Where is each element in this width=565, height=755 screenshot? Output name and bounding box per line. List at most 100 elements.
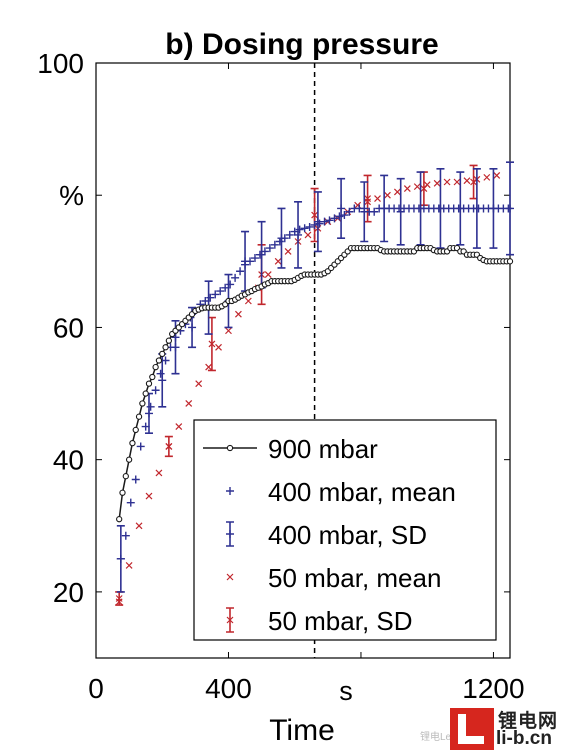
errorbar-400-mbar	[116, 524, 125, 593]
point-400-mbar-mean	[231, 273, 240, 282]
point-50-mbar-mean	[284, 247, 292, 255]
error-bar-center	[115, 595, 123, 602]
error-bar-center	[116, 554, 125, 563]
error-bar-center	[337, 204, 346, 213]
point-900-mbar	[162, 344, 169, 351]
point-400-mbar-mean	[121, 531, 130, 540]
point-50-mbar-mean	[493, 171, 501, 179]
errorbar-400-mbar	[456, 171, 465, 246]
errorbar-400-mbar	[360, 181, 369, 243]
point-50-mbar-mean	[125, 562, 133, 569]
point-50-mbar-mean	[393, 188, 401, 196]
point-50-mbar-mean	[155, 469, 163, 477]
watermark-line1: 锂电网	[498, 711, 559, 732]
legend-item: 400 mbar, SD	[226, 520, 427, 550]
point-400-mbar-mean	[295, 225, 304, 234]
point-400-mbar-mean	[131, 475, 140, 484]
point-900-mbar	[119, 489, 126, 496]
point-50-mbar-mean	[374, 195, 381, 202]
legend-x-icon	[226, 573, 234, 581]
errorbar-400-mbar	[436, 167, 445, 249]
point-50-mbar-mean	[274, 257, 282, 265]
point-50-mbar-mean	[205, 363, 213, 371]
error-bar-center	[188, 323, 197, 332]
error-bar-center	[364, 195, 372, 202]
point-50-mbar-mean	[403, 185, 411, 193]
errorbar-400-mbar	[257, 220, 266, 289]
legend-plus-icon	[226, 487, 234, 495]
errorbar-400-mbar	[277, 207, 286, 269]
x-tick-label: 0	[88, 673, 104, 704]
errorbar-400-mbar	[313, 191, 322, 253]
legend-label: 400 mbar, mean	[268, 477, 456, 507]
errorbar-400-mbar	[416, 171, 425, 246]
point-900-mbar	[116, 516, 123, 523]
legend-errorbar-center	[226, 530, 234, 538]
point-400-mbar-mean	[335, 212, 344, 221]
point-400-mbar-mean	[250, 254, 259, 263]
x-tick-label: 400	[205, 673, 252, 704]
point-400-mbar-mean	[211, 290, 220, 299]
error-bar-center	[277, 234, 286, 243]
point-50-mbar-mean	[304, 231, 312, 239]
point-900-mbar	[132, 426, 139, 434]
point-50-mbar-mean	[413, 183, 421, 191]
error-bar-center	[171, 343, 180, 352]
errorbar-50-mbar	[310, 187, 319, 243]
legend-item: 50 mbar, mean	[226, 563, 441, 593]
point-900-mbar	[506, 258, 514, 265]
error-bar-center	[506, 204, 514, 213]
point-50-mbar-mean	[195, 380, 203, 388]
legend-item: 50 mbar, SD	[226, 606, 413, 636]
axes-box	[95, 62, 511, 659]
error-bar-center	[436, 204, 445, 213]
errorbar-400-mbar	[294, 201, 303, 269]
point-400-mbar-mean	[236, 267, 245, 276]
errorbar-50-mbar	[115, 591, 124, 606]
errorbar-400-mbar	[472, 167, 481, 249]
point-900-mbar	[152, 363, 159, 371]
y-tick-label: 100	[37, 48, 84, 79]
point-400-mbar-mean	[136, 442, 145, 451]
error-bar-center	[489, 204, 498, 213]
point-50-mbar-mean	[135, 522, 143, 530]
point-50-mbar-mean	[384, 191, 391, 199]
point-900-mbar	[122, 473, 129, 480]
legend-label: 400 mbar, SD	[268, 520, 427, 550]
point-400-mbar-mean	[305, 222, 314, 231]
error-bar-center	[294, 230, 303, 239]
point-50-mbar-mean	[215, 343, 222, 351]
legend-label: 50 mbar, mean	[268, 563, 441, 593]
errorbar-50-mbar	[164, 435, 173, 458]
errorbar-400-mbar	[337, 177, 346, 239]
y-tick-label: %	[59, 180, 84, 211]
point-900-mbar	[145, 380, 153, 387]
x-axis-unit: s	[339, 676, 353, 706]
error-bar-center	[311, 211, 319, 219]
point-900-mbar	[155, 357, 163, 364]
error-bar-center	[165, 443, 173, 450]
error-bar-center	[416, 204, 425, 213]
x-axis-label: Time	[269, 714, 335, 747]
point-900-mbar	[139, 400, 146, 407]
error-bar-center	[241, 257, 250, 266]
point-50-mbar-mean	[463, 177, 471, 185]
watermark: 锂电Leader 锂电网 li-b.cn	[420, 706, 562, 752]
legend-errorbar-center	[226, 616, 234, 624]
point-50-mbar-mean	[234, 310, 242, 318]
point-400-mbar-mean	[345, 207, 354, 216]
point-50-mbar-mean	[433, 179, 441, 187]
error-bar-center	[396, 207, 405, 216]
error-bar-center	[208, 340, 216, 348]
point-900-mbar	[129, 439, 136, 447]
plot-area: 20 40 60% 100 0 400 1200 900 mbar 400 mbar, mean…	[37, 48, 524, 704]
point-400-mbar-mean	[330, 214, 339, 223]
error-bar-center	[144, 409, 153, 418]
point-400-mbar-mean	[126, 498, 135, 507]
watermark-small-text: 锂电Leader	[420, 732, 472, 743]
point-400-mbar-mean	[146, 402, 155, 411]
point-400-mbar-mean	[370, 207, 379, 216]
y-tick-label: 60	[53, 312, 84, 343]
point-900-mbar	[142, 390, 149, 397]
